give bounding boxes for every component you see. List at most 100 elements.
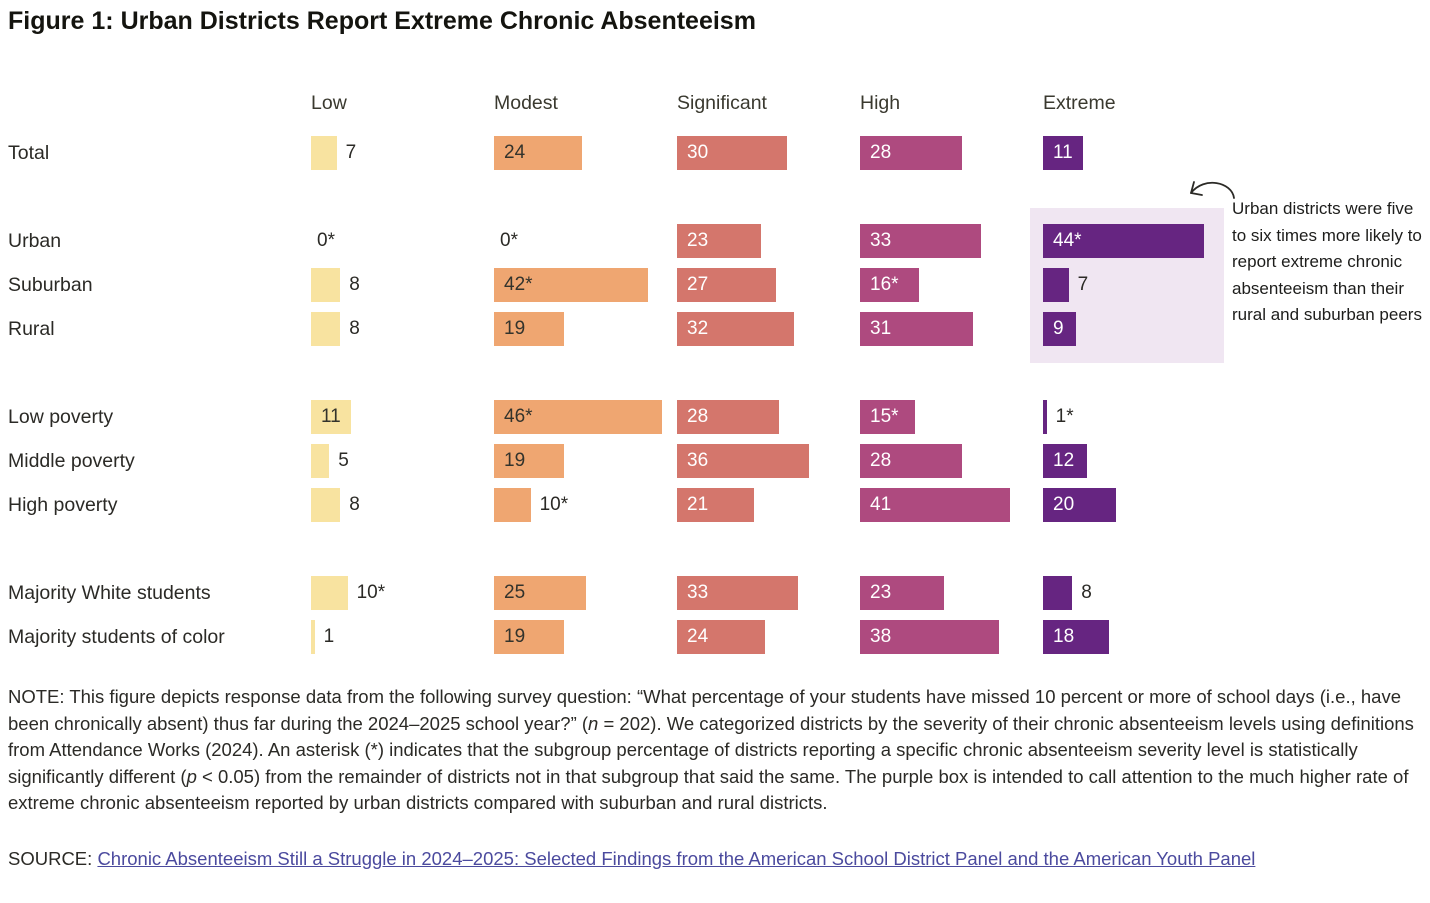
bar-modest: 25 xyxy=(494,576,586,610)
bar-value: 8 xyxy=(349,318,360,339)
bar-value: 25 xyxy=(504,582,526,603)
bar-significant: 30 xyxy=(677,136,787,170)
bar-value: 1 xyxy=(323,626,335,647)
bar-value: 33 xyxy=(687,582,709,603)
category-header-high: High xyxy=(860,91,901,114)
chart-row: Majority White students 10* 25 33 23 8 xyxy=(0,576,1430,610)
bar-high: 16* xyxy=(860,268,919,302)
bar-value: 7 xyxy=(1077,274,1089,295)
bar-low xyxy=(311,576,348,610)
chart-row: Middle poverty 5 19 36 28 12 xyxy=(0,444,1430,478)
bar-high: 15* xyxy=(860,400,915,434)
bar-value: 31 xyxy=(870,318,892,339)
bar-significant: 21 xyxy=(677,488,754,522)
bar-value: 36 xyxy=(687,450,709,471)
bar-value: 44* xyxy=(1053,230,1082,251)
bar-value: 32 xyxy=(687,318,709,339)
row-label: Majority students of color xyxy=(8,625,225,648)
bar-value: 28 xyxy=(687,406,709,427)
bar-low xyxy=(311,488,341,522)
bar-extreme xyxy=(1043,400,1047,434)
bar-significant: 27 xyxy=(677,268,776,302)
bar-extreme: 44* xyxy=(1043,224,1205,258)
bar-value: 1* xyxy=(1055,406,1074,427)
bar-extreme xyxy=(1043,576,1073,610)
note-text: NOTE: This figure depicts response data … xyxy=(8,686,1414,813)
chart-row: High poverty 8 10* 21 41 20 xyxy=(0,488,1430,522)
bar-value: 19 xyxy=(504,450,526,471)
bar-value: 19 xyxy=(504,626,526,647)
row-label: Total xyxy=(8,141,50,164)
source-line: SOURCE: Chronic Absenteeism Still a Stru… xyxy=(8,845,1298,872)
bar-value: 0* xyxy=(500,230,518,251)
bar-high: 28 xyxy=(860,136,963,170)
row-label: Low poverty xyxy=(8,405,114,428)
chart-row: Low poverty 11 46* 28 15* 1* xyxy=(0,400,1430,434)
source-label: SOURCE: xyxy=(8,848,98,869)
bar-value: 11 xyxy=(1053,142,1073,163)
row-label: Urban xyxy=(8,229,62,252)
bar-value: 24 xyxy=(687,626,709,647)
bar-value: 24 xyxy=(504,142,526,163)
bar-value: 33 xyxy=(870,230,892,251)
bar-value: 20 xyxy=(1053,494,1075,515)
bar-high: 41 xyxy=(860,488,1011,522)
bar-value: 8 xyxy=(349,274,360,295)
bar-extreme: 18 xyxy=(1043,620,1109,654)
category-header-row: Low Modest Significant High Extreme xyxy=(0,90,1430,116)
row-label: High poverty xyxy=(8,493,118,516)
figure-title: Figure 1: Urban Districts Report Extreme … xyxy=(8,6,756,36)
bar-value: 10* xyxy=(539,494,569,515)
bar-value: 8 xyxy=(349,494,360,515)
bar-significant: 36 xyxy=(677,444,809,478)
chart-row: Rural 8 19 32 31 9 xyxy=(0,312,1430,346)
chart-row: Suburban 8 42* 27 16* 7 xyxy=(0,268,1430,302)
chart-row: Urban 0* 0* 23 33 44* xyxy=(0,224,1430,258)
bar-value: 23 xyxy=(870,582,892,603)
bar-high: 33 xyxy=(860,224,981,258)
bar-value: 27 xyxy=(687,274,709,295)
bar-significant: 23 xyxy=(677,224,762,258)
bar-value: 46* xyxy=(504,406,533,427)
category-header-significant: Significant xyxy=(677,91,767,114)
bar-high: 38 xyxy=(860,620,1000,654)
source-link[interactable]: Chronic Absenteeism Still a Struggle in … xyxy=(97,848,1256,869)
bar-low xyxy=(311,444,330,478)
row-label: Rural xyxy=(8,317,55,340)
category-header-low: Low xyxy=(311,91,347,114)
absenteeism-chart: Low Modest Significant High Extreme Total 7 24 3… xyxy=(0,90,1430,654)
bar-modest: 42* xyxy=(494,268,648,302)
bar-value: 30 xyxy=(687,142,709,163)
bar-significant: 32 xyxy=(677,312,795,346)
bar-high: 31 xyxy=(860,312,974,346)
bar-value: 23 xyxy=(687,230,709,251)
bar-value: 5 xyxy=(338,450,349,471)
bar-modest: 19 xyxy=(494,444,564,478)
bar-extreme: 9 xyxy=(1043,312,1076,346)
bar-extreme: 11 xyxy=(1043,136,1084,170)
bar-high: 23 xyxy=(860,576,945,610)
bar-value: 28 xyxy=(870,142,892,163)
bar-low xyxy=(311,620,315,654)
bar-value: 8 xyxy=(1081,582,1092,603)
bar-extreme: 20 xyxy=(1043,488,1117,522)
bar-modest: 19 xyxy=(494,312,564,346)
figure-title-text: Urban Districts Report Extreme Chronic A… xyxy=(120,7,756,35)
bar-value: 9 xyxy=(1053,318,1064,339)
bar-significant: 28 xyxy=(677,400,780,434)
bar-value: 19 xyxy=(504,318,526,339)
bar-value: 10* xyxy=(356,582,386,603)
bar-value: 21 xyxy=(687,494,709,515)
bar-modest xyxy=(494,488,531,522)
bar-value: 15* xyxy=(870,406,899,427)
bar-value: 12 xyxy=(1053,450,1075,471)
row-label: Middle poverty xyxy=(8,449,135,472)
row-label: Suburban xyxy=(8,273,93,296)
bar-modest: 46* xyxy=(494,400,663,434)
row-label: Majority White students xyxy=(8,581,211,604)
bar-high: 28 xyxy=(860,444,963,478)
bar-low xyxy=(311,312,341,346)
bar-significant: 33 xyxy=(677,576,798,610)
bar-value: 38 xyxy=(870,626,892,647)
